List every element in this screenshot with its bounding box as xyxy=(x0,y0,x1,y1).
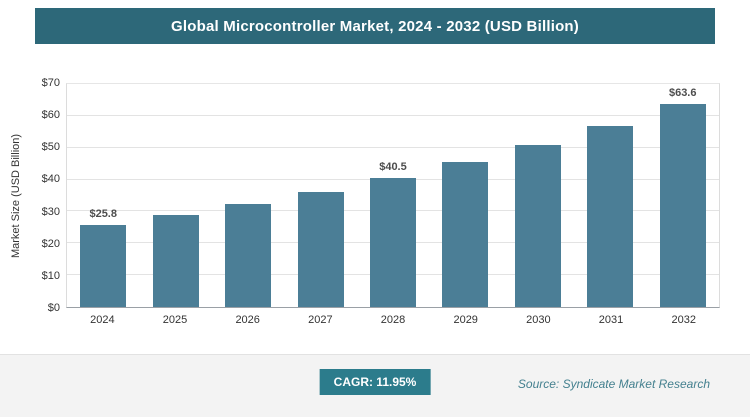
bar-column: $63.6 xyxy=(647,84,719,307)
bar xyxy=(442,162,489,307)
x-axis-label: 2032 xyxy=(671,314,696,326)
bar: $40.5 xyxy=(369,161,416,307)
y-tick-label: $50 xyxy=(41,141,60,154)
y-tick-label: $70 xyxy=(41,77,60,89)
bar xyxy=(514,145,561,307)
bar-value-label: $63.6 xyxy=(668,87,697,100)
page-title: Global Microcontroller Market, 2024 - 20… xyxy=(171,17,579,35)
bar xyxy=(587,125,634,307)
gridline xyxy=(67,146,719,148)
bar-column xyxy=(502,84,574,307)
y-axis-ticks: $0 $10 $20 $30 $40 $50 $60 $70 xyxy=(26,77,60,314)
x-axis-label: 2024 xyxy=(90,314,115,326)
bar-column: $40.5 xyxy=(357,84,429,307)
bar-column xyxy=(212,84,284,307)
bar-value-label: $25.8 xyxy=(89,207,117,220)
gridline xyxy=(67,114,719,116)
bars: $25.8 $40.5 $63.6 xyxy=(67,84,719,307)
y-tick-label: $20 xyxy=(41,237,60,250)
bar-column xyxy=(574,84,646,307)
y-tick-label: $10 xyxy=(41,269,60,282)
y-tick-label: $60 xyxy=(41,109,60,122)
bar xyxy=(225,204,272,307)
x-axis-label: 2027 xyxy=(308,314,333,326)
bar-column xyxy=(139,84,211,307)
x-axis-label: 2031 xyxy=(598,314,624,326)
cagr-badge: CAGR: 11.95% xyxy=(319,369,431,395)
source-text: Source: Syndicate Market Research xyxy=(517,377,710,391)
plot-area: $25.8 $40.5 $63.6 xyxy=(66,83,720,308)
x-axis-label: 2026 xyxy=(235,314,260,326)
x-axis-labels: 2024 2025 2026 2027 2028 2029 2030 2031 2032 xyxy=(66,314,720,326)
y-tick-label: $30 xyxy=(41,205,60,218)
y-tick-label: $40 xyxy=(41,173,60,186)
x-axis-label: 2025 xyxy=(162,314,188,326)
bar-column xyxy=(429,84,501,307)
bar-column xyxy=(284,84,356,307)
chart-title-bar: Global Microcontroller Market, 2024 - 20… xyxy=(35,8,715,44)
x-axis-label: 2030 xyxy=(526,314,551,326)
bar: $25.8 xyxy=(80,208,127,307)
bar xyxy=(152,214,199,307)
y-axis-title: Market Size (USD Billion) xyxy=(10,133,22,259)
bar-column: $25.8 xyxy=(67,84,139,307)
y-tick-label: $0 xyxy=(47,302,60,314)
bar-value-label: $40.5 xyxy=(379,160,407,173)
x-axis-label: 2029 xyxy=(453,314,478,326)
bar: $63.6 xyxy=(659,87,706,307)
x-axis-label: 2028 xyxy=(380,314,406,326)
footer-strip: CAGR: 11.95% Source: Syndicate Market Re… xyxy=(0,354,750,417)
bar xyxy=(297,191,344,307)
